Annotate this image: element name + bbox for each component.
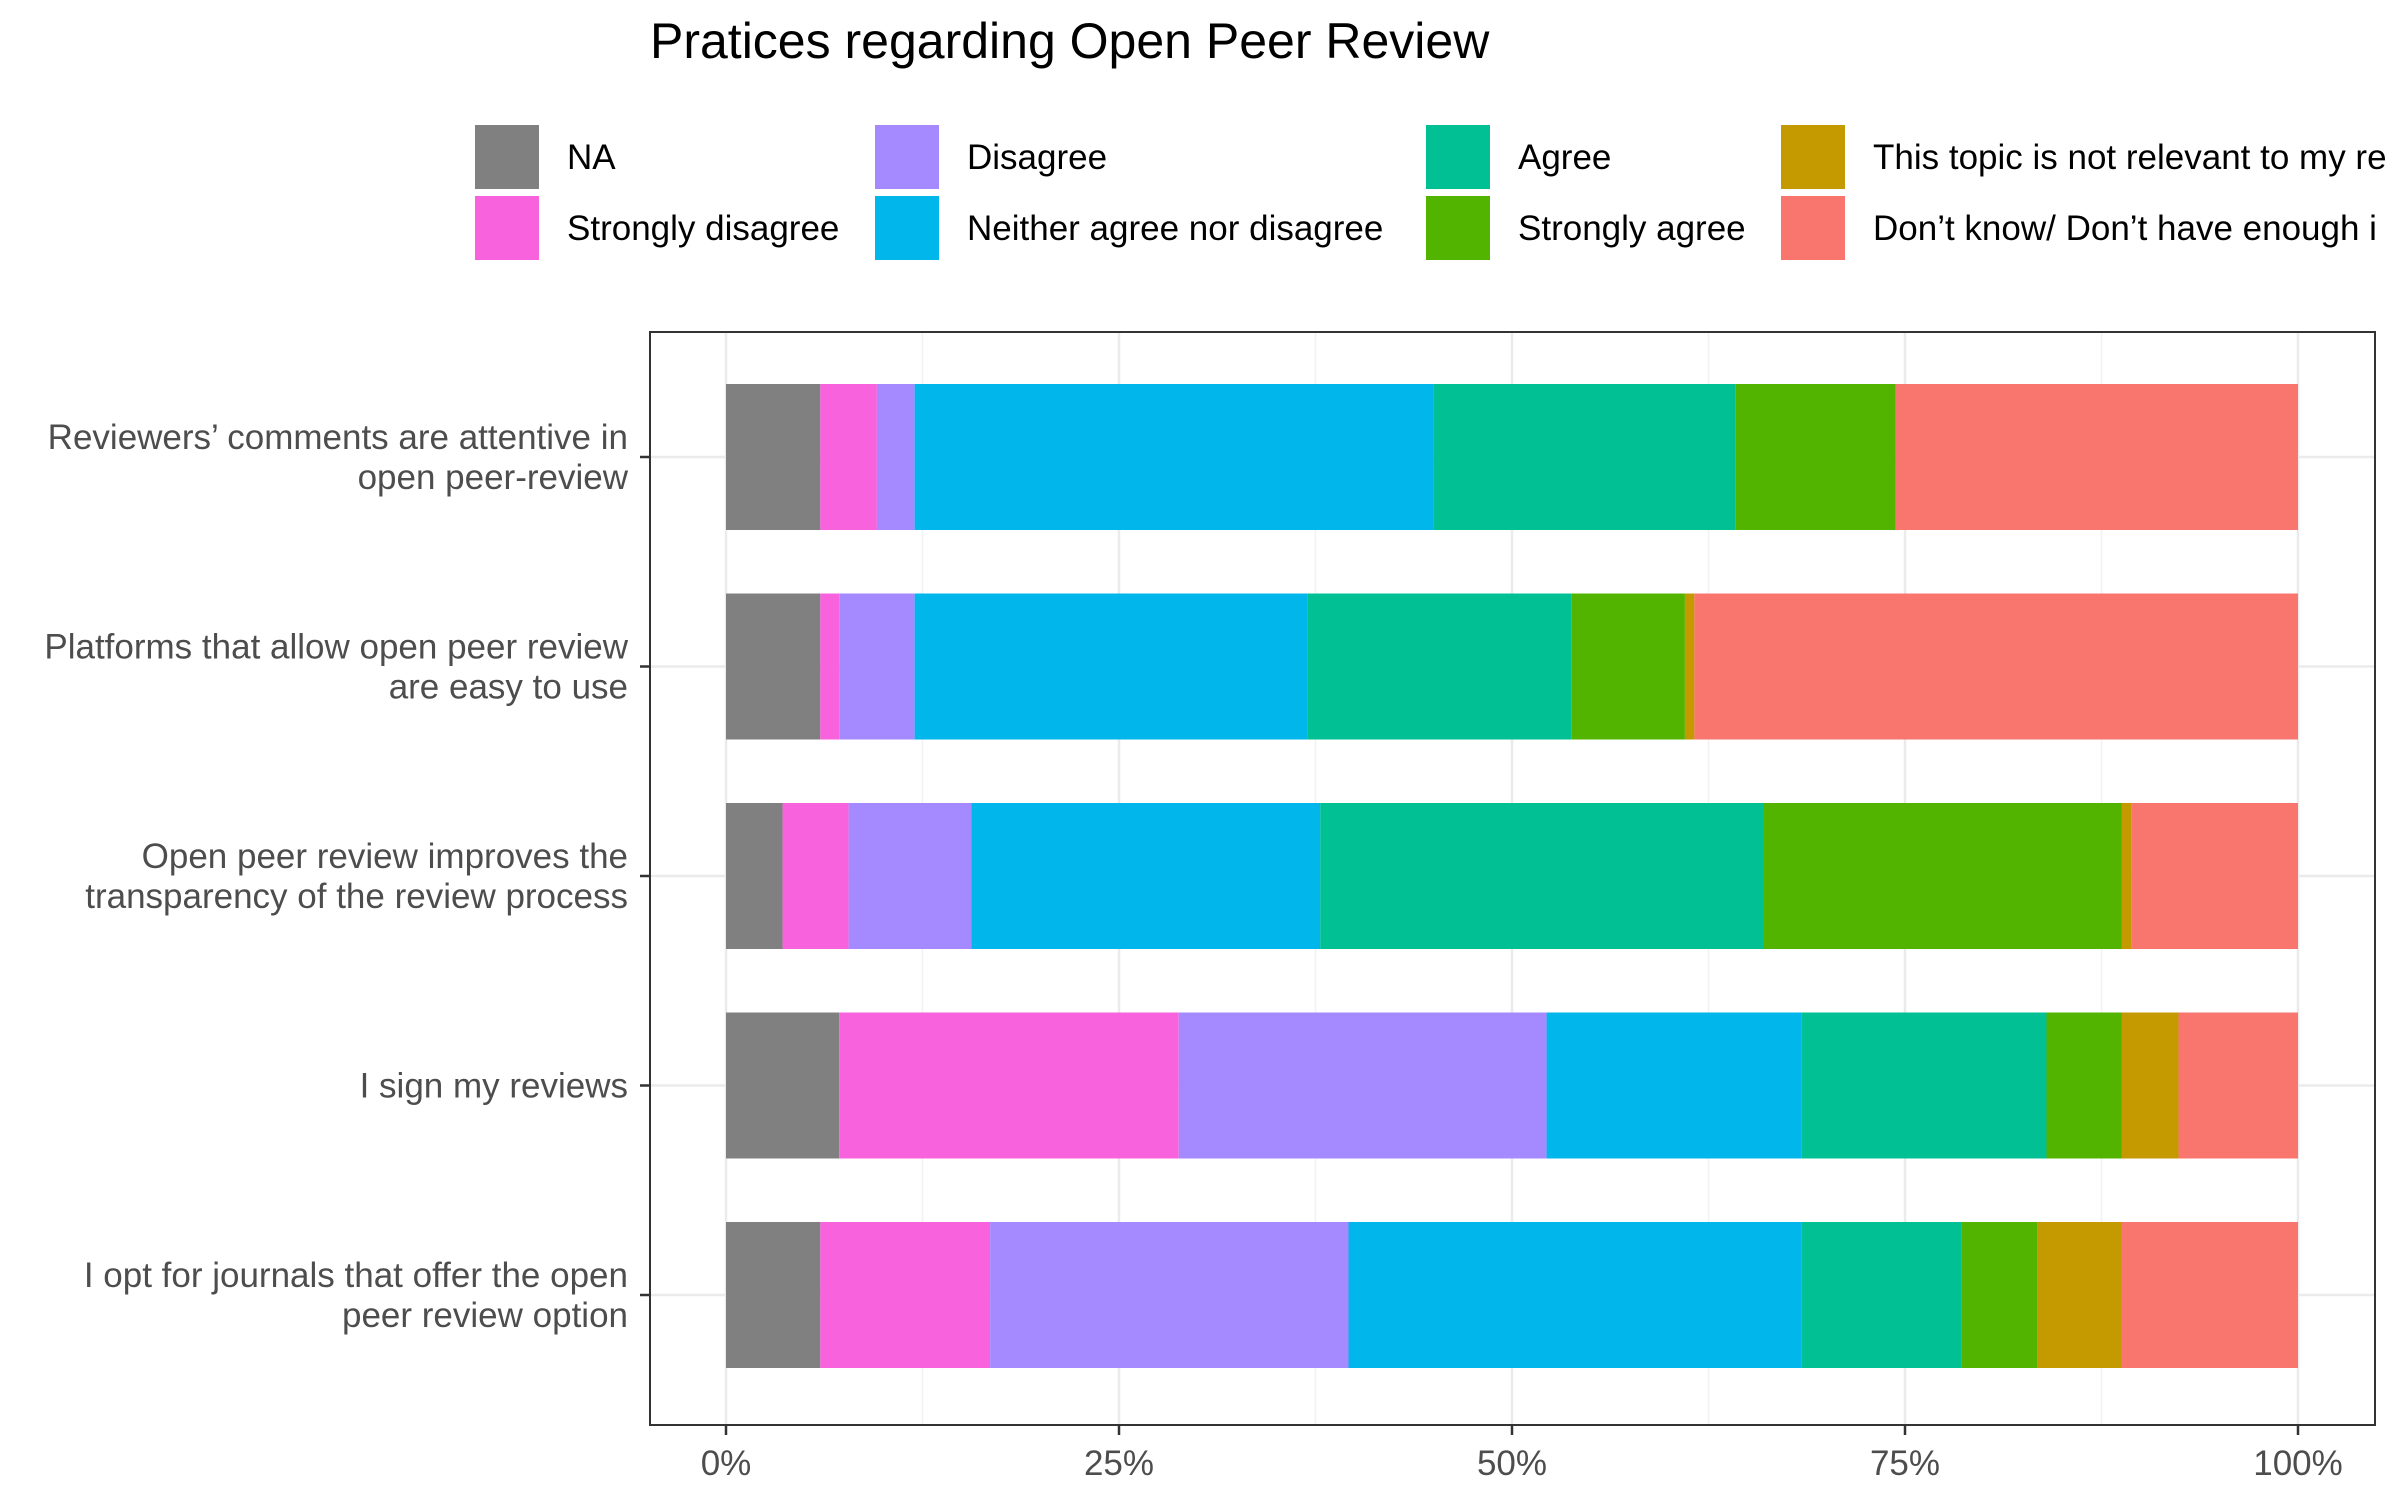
bar-segment-this-topic-is-not-relevant-to-my-re-row-3 [2121, 803, 2132, 949]
legend-key-don-t-know-don-t-have-enough-i [1779, 194, 1847, 262]
y-tick-label: are easy to use [389, 668, 628, 707]
bar-segment-neither-agree-nor-disagree-row-2 [914, 593, 1308, 740]
legend-label-this-topic-is-not-relevant-to-my-re: This topic is not relevant to my re [1873, 138, 2387, 177]
y-tick-label: peer review option [342, 1296, 628, 1335]
bar-segment-disagree-row-4 [1178, 1012, 1547, 1159]
legend-key-na [473, 123, 541, 191]
y-axis: Reviewers’ comments are attentive inopen… [44, 418, 650, 1335]
bar-segment-strongly-disagree-row-4 [839, 1012, 1179, 1159]
legend-key-disagree [873, 123, 941, 191]
bar-segment-strongly-agree-row-2 [1571, 593, 1685, 740]
legend-key-agree [1424, 123, 1492, 191]
bar-segment-na-row-1 [726, 384, 821, 530]
x-axis: 0% 25% 50% 75% 100% [701, 1425, 2343, 1483]
bar-segment-this-topic-is-not-relevant-to-my-re-row-5 [2037, 1222, 2122, 1368]
bar-segment-this-topic-is-not-relevant-to-my-re-row-2 [1684, 593, 1695, 740]
bar-segment-na-row-3 [726, 803, 783, 949]
chart-title: Pratices regarding Open Peer Review [650, 13, 1490, 69]
legend-label-disagree: Disagree [967, 138, 1107, 177]
bar-segment-neither-agree-nor-disagree-row-1 [914, 384, 1434, 530]
legend-key-strongly-agree [1424, 194, 1492, 262]
bar-segment-this-topic-is-not-relevant-to-my-re-row-4 [2121, 1012, 2179, 1159]
y-tick-label: I opt for journals that offer the open [84, 1256, 628, 1295]
bar-segment-agree-row-4 [1801, 1012, 2047, 1159]
legend-key-strongly-disagree [473, 194, 541, 262]
y-tick-label: Reviewers’ comments are attentive in [48, 418, 628, 457]
bar-segment-disagree-row-5 [990, 1222, 1349, 1368]
legend-label-agree: Agree [1518, 138, 1611, 177]
bar-segment-neither-agree-nor-disagree-row-3 [971, 803, 1321, 949]
bar-segment-neither-agree-nor-disagree-row-4 [1546, 1012, 1802, 1159]
bar-segment-don-t-know-don-t-have-enough-i-row-4 [2178, 1012, 2298, 1159]
bar-segment-don-t-know-don-t-have-enough-i-row-1 [1895, 384, 2298, 530]
bar-segment-disagree-row-3 [848, 803, 972, 949]
bar-segment-strongly-disagree-row-2 [820, 593, 840, 740]
legend-label-na: NA [567, 138, 616, 177]
x-tick-label: 75% [1870, 1444, 1940, 1483]
x-tick-label: 0% [701, 1444, 752, 1483]
bar-segment-strongly-disagree-row-1 [820, 384, 877, 530]
bar-segment-agree-row-5 [1801, 1222, 1962, 1368]
bars [726, 384, 2298, 1368]
bar-segment-agree-row-1 [1433, 384, 1736, 530]
bar-segment-strongly-agree-row-1 [1735, 384, 1896, 530]
bar-segment-don-t-know-don-t-have-enough-i-row-2 [1694, 593, 2298, 740]
legend: NA Strongly disagree Disagree Neither agree… [473, 123, 2387, 262]
legend-label-don-t-know-don-t-have-enough-i: Don’t know/ Don’t have enough i [1873, 209, 2377, 248]
bar-segment-strongly-agree-row-5 [1961, 1222, 2038, 1368]
bar-segment-na-row-4 [726, 1012, 840, 1159]
bar-segment-disagree-row-1 [876, 384, 915, 530]
legend-label-neither-agree-nor-disagree: Neither agree nor disagree [967, 209, 1383, 248]
bar-segment-disagree-row-2 [839, 593, 915, 740]
bar-segment-na-row-5 [726, 1222, 821, 1368]
bar-segment-strongly-agree-row-3 [1763, 803, 2122, 949]
bar-segment-strongly-disagree-row-3 [782, 803, 849, 949]
bar-segment-don-t-know-don-t-have-enough-i-row-3 [2131, 803, 2298, 949]
legend-key-neither-agree-nor-disagree [873, 194, 941, 262]
y-tick-label: Open peer review improves the [142, 837, 628, 876]
bar-segment-agree-row-3 [1320, 803, 1764, 949]
bar-segment-don-t-know-don-t-have-enough-i-row-5 [2121, 1222, 2298, 1368]
bar-segment-na-row-2 [726, 593, 821, 740]
x-tick-label: 50% [1477, 1444, 1547, 1483]
bar-segment-strongly-agree-row-4 [2046, 1012, 2122, 1159]
bar-segment-strongly-disagree-row-5 [820, 1222, 991, 1368]
y-tick-label: Platforms that allow open peer review [44, 628, 628, 667]
x-tick-label: 100% [2253, 1444, 2343, 1483]
legend-label-strongly-disagree: Strongly disagree [567, 209, 839, 248]
y-tick-label: open peer-review [358, 458, 629, 497]
y-tick-label: I sign my reviews [360, 1067, 628, 1106]
legend-label-strongly-agree: Strongly agree [1518, 209, 1746, 248]
x-tick-label: 25% [1084, 1444, 1154, 1483]
legend-key-this-topic-is-not-relevant-to-my-re [1779, 123, 1847, 191]
bar-segment-neither-agree-nor-disagree-row-5 [1348, 1222, 1802, 1368]
bar-segment-agree-row-2 [1307, 593, 1572, 740]
y-tick-label: transparency of the review process [85, 877, 628, 916]
